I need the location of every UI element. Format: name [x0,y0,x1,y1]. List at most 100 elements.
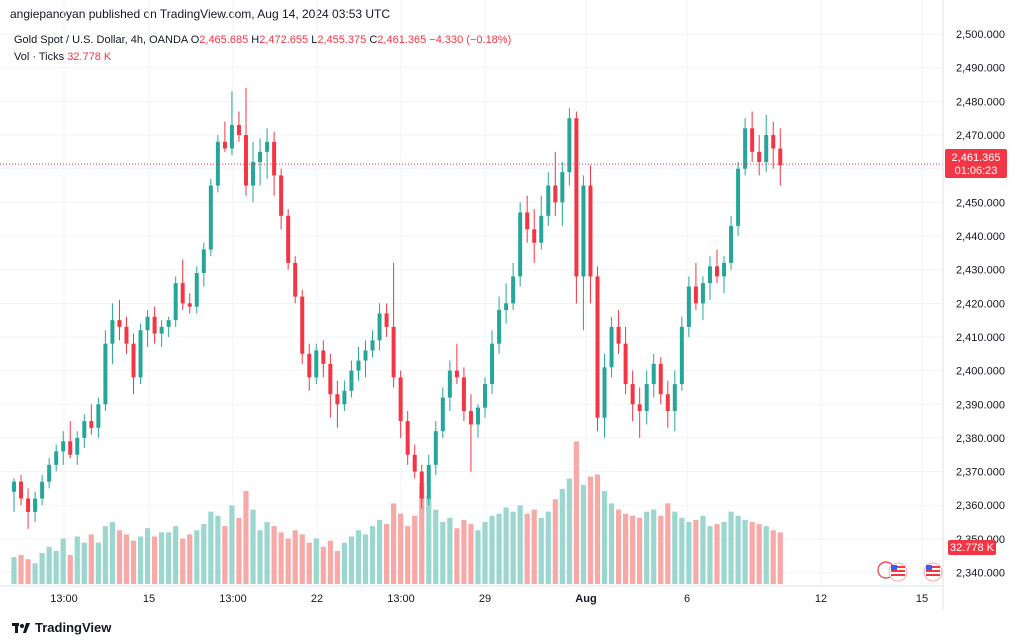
candle-body [342,390,347,405]
symbol-label[interactable]: Gold Spot / U.S. Dollar, 4h, OANDA [14,34,188,46]
volume-bar [517,505,523,584]
volume-bar [637,517,643,584]
close-value: 2,461.365 [377,34,427,46]
candle-body [764,135,769,162]
candle [96,397,101,438]
candle [560,161,565,226]
volume-bar [60,538,66,584]
volume-bar [327,540,333,584]
volume-bar [398,513,404,584]
volume-bar [665,503,671,584]
volume-bar [109,522,116,584]
candle-body [75,437,80,455]
candle [117,299,122,341]
candle [609,316,614,378]
candle-body [736,168,741,226]
candle-body [398,377,403,422]
candle-body [370,340,375,351]
ohlc-legend[interactable]: Gold Spot / U.S. Dollar, 4h, OANDA O2,46… [14,34,511,46]
volume-bar [777,532,783,584]
volume-bar [510,511,516,584]
volume-bar [222,526,228,584]
volume-legend[interactable]: Vol · Ticks 32.778 K [14,51,111,63]
price-axis[interactable]: 2,500.0002,490.0002,480.0002,470.0002,46… [956,29,1005,579]
price-tick-label: 2,340.000 [956,568,1005,580]
volume-bar [559,488,565,584]
volume-bar [18,555,24,584]
candle-body [377,313,382,341]
volume-bar [278,532,284,584]
volume-bar [67,555,73,584]
candle-body [229,124,234,149]
candle-body [743,128,748,169]
volume-bar [615,509,622,584]
volume-bar [580,484,587,584]
volume-value: 32.778 K [67,51,112,63]
candle [40,474,45,506]
candle [54,444,59,472]
candle-body [349,370,354,391]
candle-body [405,421,410,455]
candle-body [651,363,656,385]
candle-body [757,151,762,162]
candle [651,353,656,398]
open-value: 2,465.685 [199,34,249,46]
volume-bar [180,538,186,584]
candle-body [532,229,537,243]
volume-bar [152,536,158,584]
volume-bar [137,536,144,584]
volume-bar [46,546,52,584]
candle [771,121,776,169]
candle-body [124,326,129,344]
candle-body [272,141,277,176]
tradingview-brand[interactable]: TradingView [35,620,112,635]
volume-label[interactable]: Vol · Ticks [14,51,65,63]
candle [447,360,452,412]
volume-bar [313,538,319,584]
price-tick-label: 2,450.000 [956,197,1005,209]
candle-body [672,384,677,412]
candle-body [658,363,663,395]
candle-body [693,286,698,304]
candle-body [307,353,312,378]
us-flag-event-icon[interactable] [923,562,943,582]
candle [672,370,677,432]
candle-body [504,303,509,311]
candle-body [616,326,621,344]
candle-body [110,320,115,344]
candle [243,87,248,196]
candle [707,256,712,300]
volume-bar [658,515,664,584]
candle [180,259,185,311]
candle [145,310,150,348]
volume-bar [531,509,537,584]
candle [300,289,305,364]
candle-body [356,360,361,371]
candle [483,377,488,418]
candle-body [468,411,473,425]
candle-body [700,283,705,304]
last-price-value: 2,461.365 [952,152,1001,164]
us-flag-event-icon[interactable] [877,561,908,582]
volume-bar [362,534,369,584]
candle [103,330,108,412]
candle-body [707,266,712,284]
volume-bar [130,540,137,584]
candle-body [293,262,298,297]
candle [623,326,628,395]
candle [349,360,354,398]
candle-body [623,343,628,385]
volume-bar [412,515,418,584]
volume-bar [587,476,594,584]
candle [454,343,459,385]
candle-body [152,316,157,334]
time-axis[interactable]: 13:00 15 13:00 22 13:00 29 Aug 6 12 15 [50,593,928,605]
candle [602,353,607,438]
candle [138,323,143,385]
candle [532,209,537,263]
candle [736,161,741,237]
candle [342,380,347,412]
volume-bar [623,513,629,584]
candle-body [145,316,150,331]
